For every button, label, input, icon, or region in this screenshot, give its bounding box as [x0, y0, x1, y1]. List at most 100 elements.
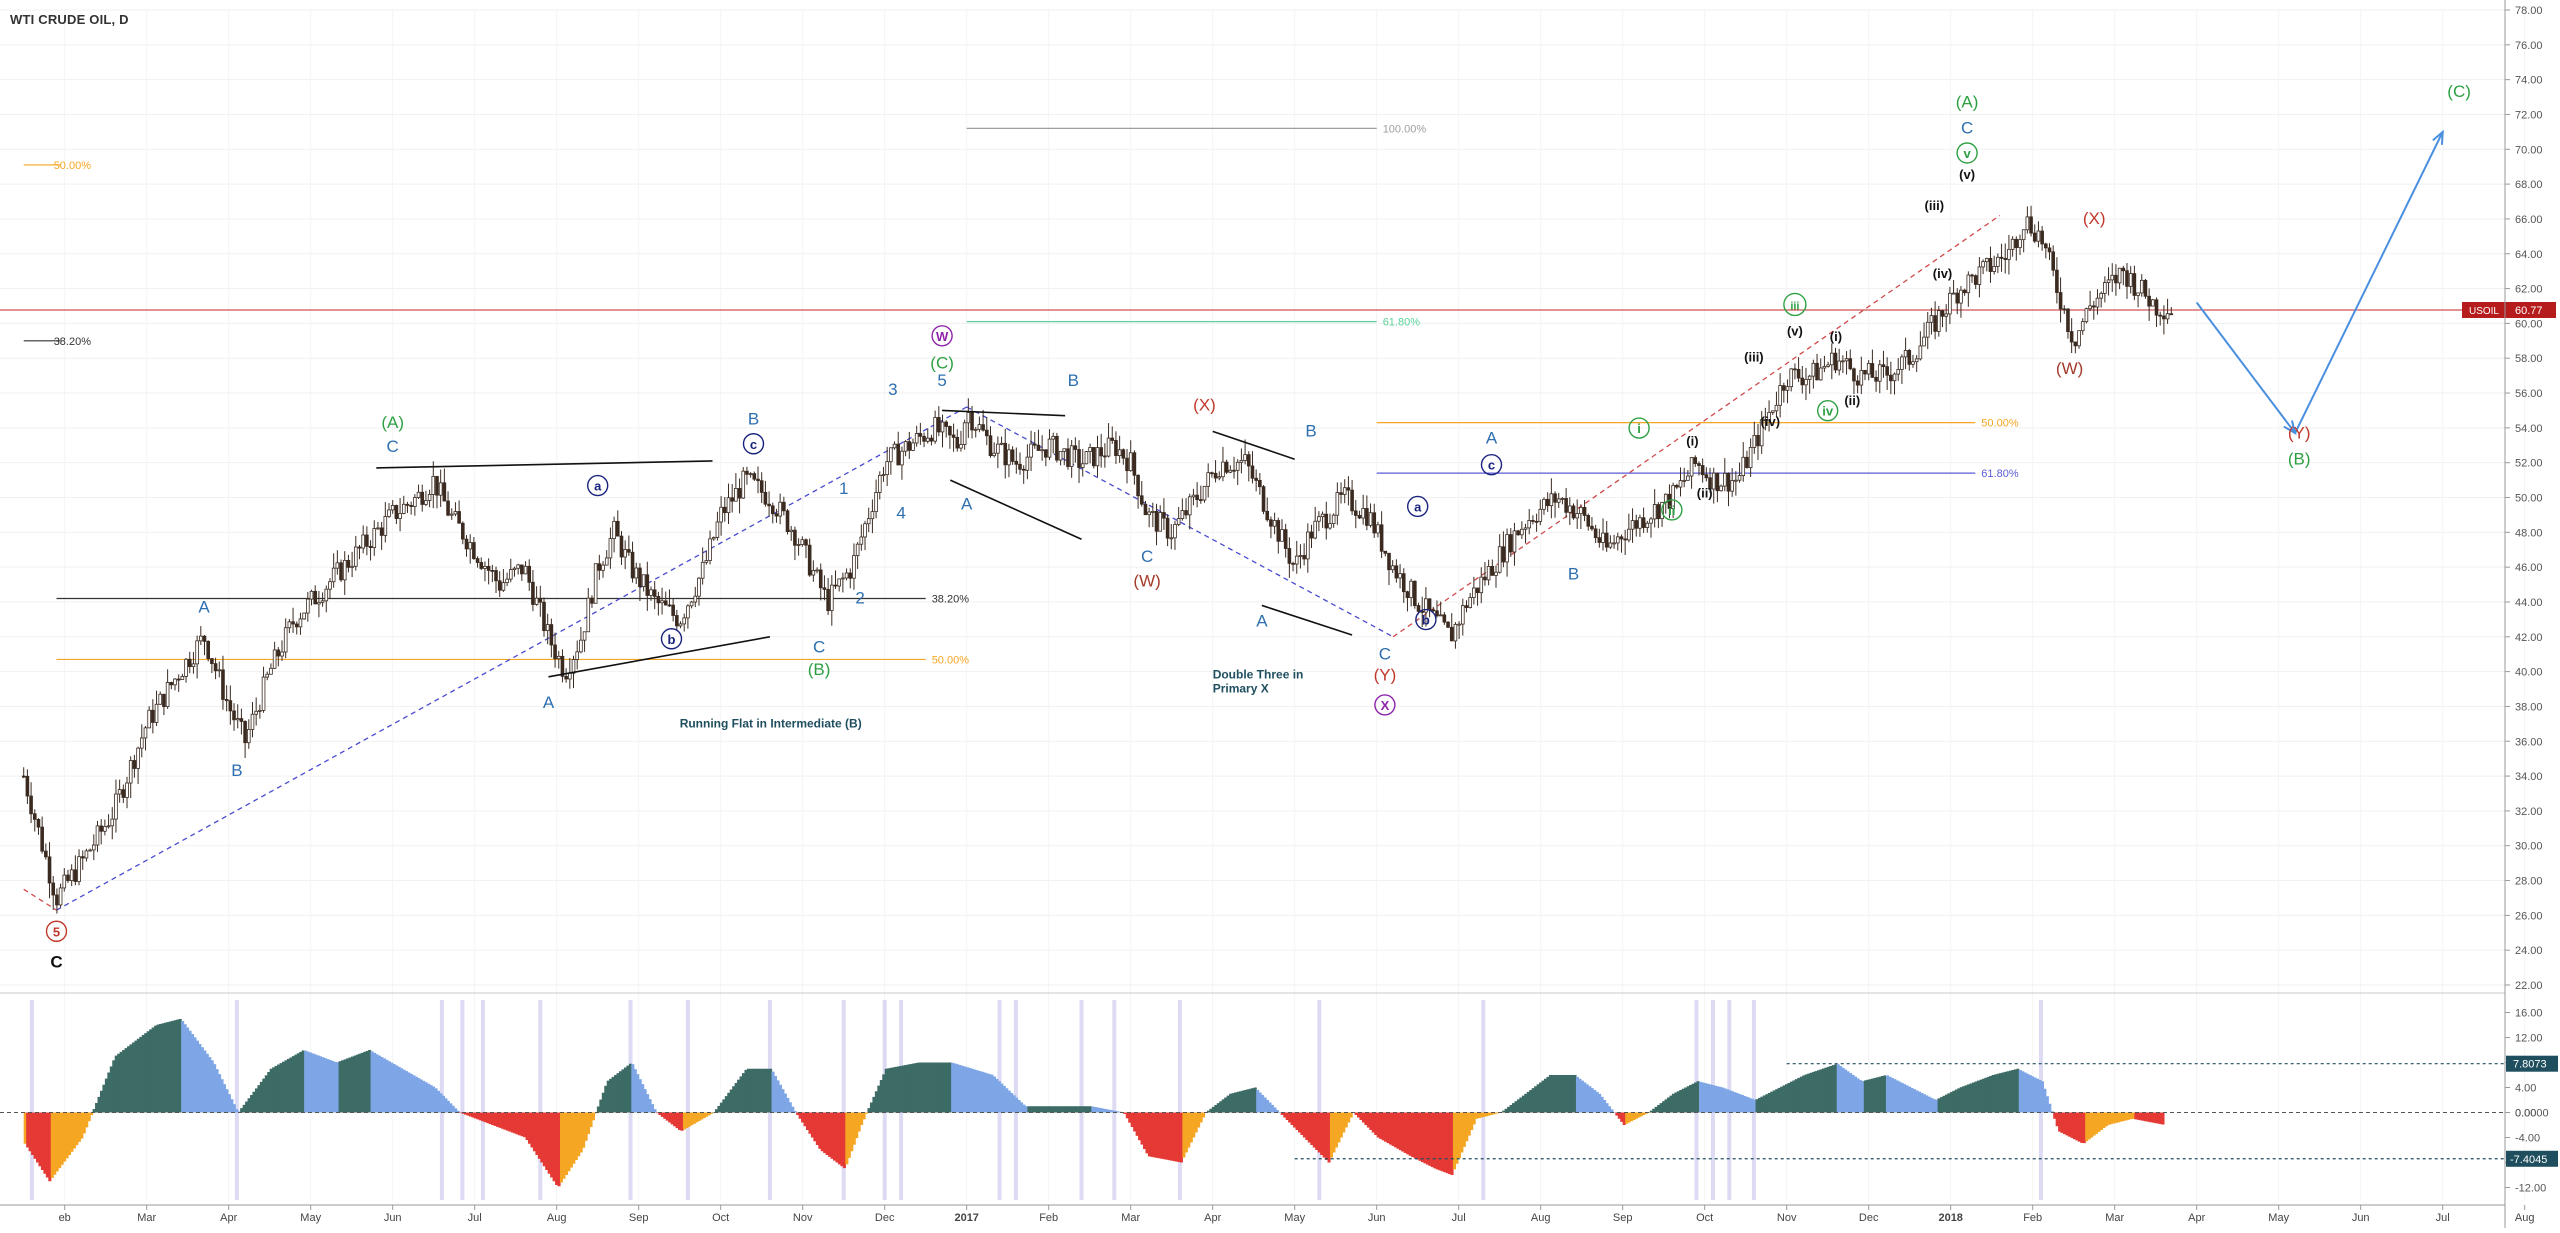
osc-bar: [2006, 1071, 2010, 1113]
osc-bar: [1696, 1081, 1700, 1113]
osc-bar: [660, 1112, 664, 1117]
candle-body: [199, 635, 203, 642]
candle-body: [1612, 542, 1616, 545]
candle-body: [556, 655, 561, 660]
candle-body: [1767, 411, 1771, 421]
candle-body: [2103, 282, 2107, 294]
osc-bar: [38, 1112, 42, 1167]
osc-bar: [803, 1112, 807, 1127]
time-tick-label: Apr: [2188, 1212, 2205, 1224]
candle-body: [1213, 472, 1218, 479]
candle-body: [1885, 366, 1889, 376]
wave-label-circle: [1816, 399, 1839, 422]
osc-bar: [464, 1112, 468, 1115]
osc-bar: [1248, 1088, 1252, 1113]
osc-bar: [901, 1065, 905, 1113]
candle-body: [686, 605, 690, 619]
osc-bar: [569, 1112, 573, 1168]
osc-bar: [889, 1067, 893, 1113]
osc-bar: [1849, 1073, 1853, 1113]
osc-bar: [1037, 1106, 1041, 1113]
osc-bar: [1711, 1085, 1715, 1113]
osc-bar: [284, 1060, 288, 1113]
candle-body: [1169, 537, 1174, 540]
osc-bar: [759, 1068, 763, 1113]
osc-bar: [144, 1033, 148, 1113]
osc-bar: [159, 1023, 163, 1113]
time-tick-label: Jun: [1368, 1212, 1386, 1224]
osc-bar: [436, 1090, 441, 1113]
osc-bar: [1856, 1078, 1860, 1113]
time-tick-label: Dec: [1859, 1212, 1879, 1224]
candle-body: [169, 682, 174, 686]
candle-body: [361, 534, 365, 549]
osc-bar: [1772, 1090, 1776, 1113]
osc-bar: [1374, 1112, 1378, 1135]
candle-body: [2151, 299, 2155, 307]
candle-body: [1110, 437, 1115, 441]
osc-bar: [422, 1080, 426, 1113]
wave-label: C: [813, 637, 825, 656]
wave-label: (C): [930, 354, 954, 373]
osc-bar: [1064, 1106, 1068, 1113]
osc-bar: [1012, 1095, 1016, 1113]
candle-body: [807, 544, 812, 576]
candle-body: [431, 475, 436, 495]
candle-body: [132, 760, 137, 769]
osc-bar: [1735, 1093, 1739, 1113]
osc-bar: [1863, 1080, 1867, 1113]
candle-body: [339, 562, 343, 581]
candle-body: [741, 470, 746, 499]
candle-body: [173, 678, 177, 686]
osc-bar: [965, 1067, 969, 1113]
osc-bar: [1543, 1078, 1548, 1113]
osc-bar: [606, 1080, 610, 1113]
candle-body: [748, 473, 753, 476]
osc-bar: [65, 1112, 69, 1159]
osc-bar: [107, 1072, 111, 1113]
candle-body: [1863, 369, 1867, 375]
osc-bar: [1972, 1082, 1976, 1113]
osc-bar: [1600, 1096, 1604, 1113]
osc-highlight: [29, 1000, 34, 1200]
candle-body: [2018, 239, 2022, 248]
osc-bar: [651, 1104, 655, 1113]
osc-bar: [1017, 1100, 1021, 1113]
candlestick-series[interactable]: [21, 205, 2174, 914]
osc-bar: [1147, 1112, 1151, 1157]
candle-body: [988, 435, 993, 457]
osc-bar: [225, 1089, 229, 1113]
candle-body: [2062, 308, 2067, 311]
osc-bar: [766, 1068, 770, 1113]
candle-body: [593, 563, 598, 604]
osc-bar: [1391, 1112, 1395, 1146]
wave-label: B: [1068, 371, 1079, 390]
osc-bar: [1952, 1090, 1956, 1113]
wave-label: (iv): [1761, 414, 1781, 429]
osc-bar: [1162, 1112, 1166, 1160]
osc-bar: [368, 1050, 372, 1113]
osc-bar: [1155, 1112, 1159, 1158]
wave-label-circle: [1406, 495, 1429, 518]
candle-body: [1350, 489, 1354, 512]
candle-body: [36, 818, 41, 828]
osc-bar: [2067, 1112, 2072, 1137]
osc-bar: [2127, 1112, 2131, 1120]
osc-bar: [1765, 1094, 1769, 1113]
osc-bar: [1192, 1112, 1196, 1138]
osc-bar: [1839, 1066, 1843, 1113]
candle-body: [1007, 449, 1011, 466]
osc-bar: [1042, 1106, 1046, 1113]
osc-bar: [262, 1078, 266, 1113]
time-tick-label: May: [2268, 1212, 2289, 1224]
osc-bar: [874, 1091, 878, 1113]
osc-bar: [1182, 1112, 1186, 1158]
price-tick-label: 28.00: [2515, 876, 2543, 888]
candle-body: [770, 505, 775, 515]
candle-body: [317, 601, 321, 605]
osc-bar: [1241, 1090, 1245, 1113]
osc-bar: [304, 1050, 308, 1113]
